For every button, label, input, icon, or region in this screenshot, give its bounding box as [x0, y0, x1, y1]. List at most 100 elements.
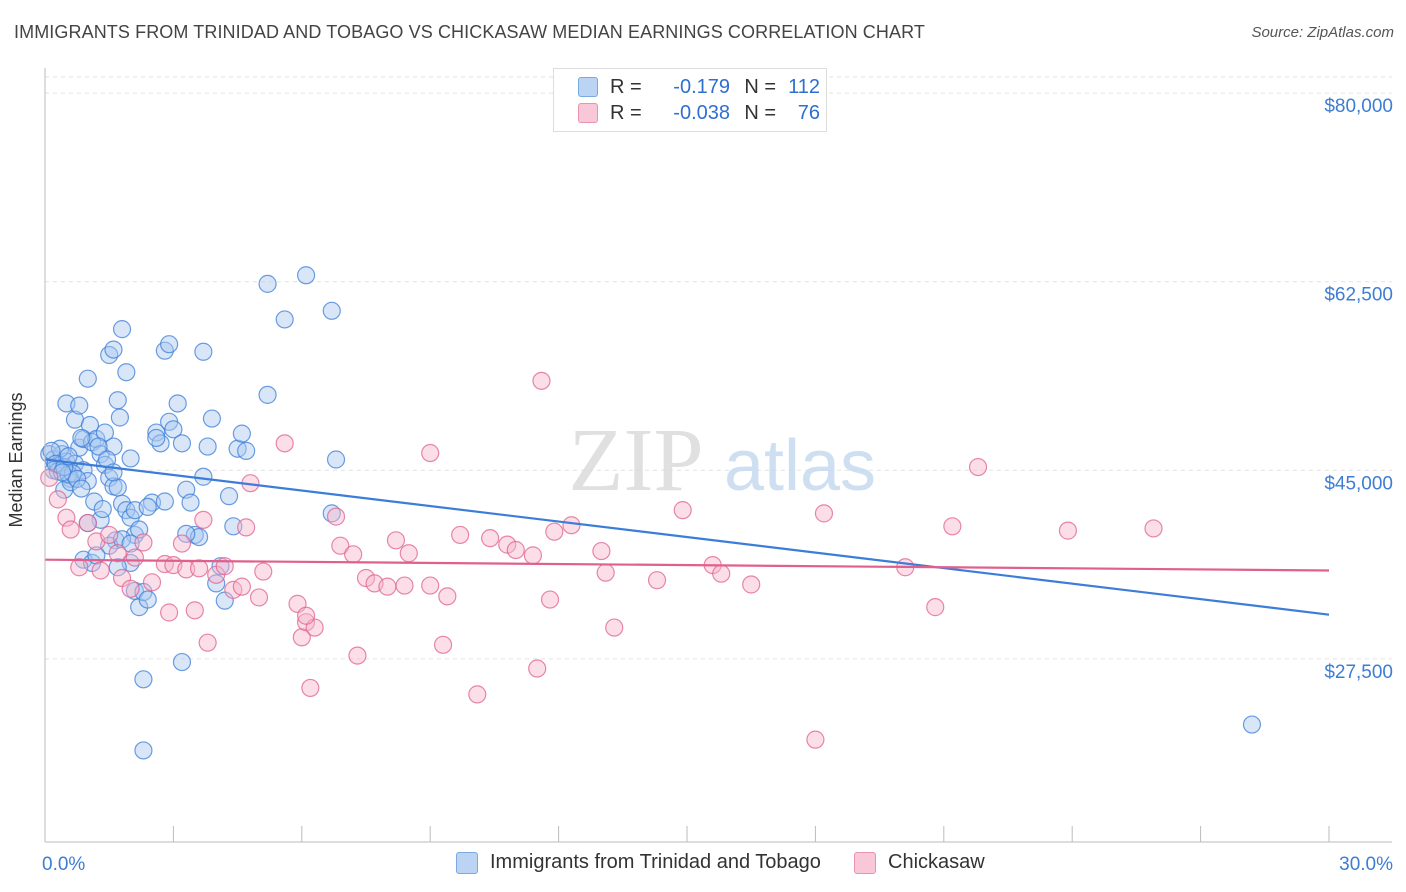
point-chickasaw: [125, 548, 144, 567]
point-chickasaw: [296, 613, 316, 632]
point-chickasaw: [249, 588, 269, 607]
point-trinidad-tobago: [1242, 715, 1262, 734]
y-tick-label: $27,500: [1324, 662, 1393, 683]
point-trinidad-tobago: [89, 437, 108, 456]
point-trinidad-tobago: [172, 652, 192, 672]
stat-row-series-1: R = -0.179 N = 112: [578, 75, 820, 99]
point-trinidad-tobago: [258, 385, 277, 404]
point-trinidad-tobago: [104, 340, 123, 359]
point-chickasaw: [532, 371, 551, 390]
point-chickasaw: [506, 540, 525, 560]
point-chickasaw: [189, 559, 209, 578]
n-label: N =: [744, 101, 776, 124]
swatch-series-2: [578, 103, 598, 123]
point-chickasaw: [968, 457, 988, 477]
point-trinidad-tobago: [138, 497, 157, 517]
point-trinidad-tobago: [78, 369, 97, 388]
point-chickasaw: [562, 516, 581, 535]
point-trinidad-tobago: [70, 396, 89, 415]
point-trinidad-tobago: [168, 394, 187, 413]
point-trinidad-tobago: [108, 478, 127, 497]
watermark-zip: ZIP: [569, 411, 704, 510]
point-chickasaw: [198, 633, 217, 652]
point-chickasaw: [421, 443, 440, 463]
point-trinidad-tobago: [112, 320, 132, 339]
axis-layer: $27,500 $45,000 $62,500 $80,000 0.0% 30.0%: [42, 68, 1393, 875]
point-chickasaw: [451, 525, 470, 545]
point-chickasaw: [647, 571, 667, 590]
point-chickasaw: [1144, 519, 1163, 538]
point-chickasaw: [254, 562, 273, 581]
trend-layer: [44, 458, 1330, 616]
point-trinidad-tobago: [160, 335, 179, 354]
y-tick-label: $62,500: [1324, 285, 1393, 306]
point-chickasaw: [742, 575, 761, 594]
point-chickasaw: [331, 536, 350, 555]
r-label: R =: [610, 75, 642, 98]
point-chickasaw: [806, 730, 825, 749]
r-label: R =: [610, 101, 642, 124]
point-chickasaw: [344, 545, 363, 564]
point-trinidad-tobago: [121, 534, 140, 553]
point-chickasaw: [814, 504, 834, 523]
point-chickasaw: [292, 628, 311, 647]
point-chickasaw: [498, 535, 517, 554]
point-trinidad-tobago: [155, 492, 174, 511]
point-trinidad-tobago: [181, 493, 200, 512]
bottom-legend: Immigrants from Trinidad and Tobago Chic…: [0, 851, 1406, 877]
point-chickasaw: [61, 520, 80, 539]
point-trinidad-tobago: [93, 499, 112, 519]
point-chickasaw: [275, 434, 294, 453]
point-trinidad-tobago: [275, 310, 294, 329]
point-chickasaw: [301, 678, 320, 698]
legend-label-series-1: Immigrants from Trinidad and Tobago: [490, 851, 821, 873]
point-chickasaw: [134, 533, 153, 552]
point-trinidad-tobago: [198, 437, 217, 456]
n-value: 76: [797, 101, 820, 124]
point-chickasaw: [605, 618, 624, 637]
point-trinidad-tobago: [121, 449, 140, 468]
point-trinidad-tobago: [232, 424, 251, 443]
point-trinidad-tobago: [72, 479, 91, 498]
point-chickasaw: [121, 579, 140, 598]
point-trinidad-tobago: [177, 524, 196, 543]
point-chickasaw: [237, 518, 256, 537]
source-label: Source: ZipAtlas.com: [1251, 24, 1394, 41]
point-trinidad-tobago: [134, 741, 153, 760]
point-chickasaw: [438, 587, 457, 606]
point-trinidad-tobago: [326, 450, 346, 469]
point-chickasaw: [70, 558, 89, 577]
point-trinidad-tobago: [147, 423, 166, 442]
point-trinidad-tobago: [72, 428, 91, 448]
point-chickasaw: [185, 601, 204, 620]
watermark: ZIP atlas: [569, 411, 877, 510]
point-chickasaw: [943, 517, 962, 536]
point-chickasaw: [596, 563, 615, 582]
swatch-series-1: [578, 77, 598, 97]
point-chickasaw: [540, 590, 560, 609]
r-value: -0.179: [673, 75, 730, 98]
point-chickasaw: [523, 546, 543, 565]
point-chickasaw: [712, 564, 731, 583]
watermark-atlas: atlas: [724, 426, 876, 506]
point-chickasaw: [172, 534, 192, 553]
point-chickasaw: [1058, 521, 1078, 540]
point-trinidad-tobago: [296, 266, 316, 285]
point-chickasaw: [926, 598, 945, 617]
point-chickasaw: [160, 603, 179, 622]
point-trinidad-tobago: [108, 558, 127, 577]
legend-swatch-series-1: [456, 851, 478, 874]
point-chickasaw: [78, 513, 97, 533]
point-chickasaw: [48, 490, 67, 509]
y-tick-label: $80,000: [1324, 96, 1393, 117]
point-chickasaw: [545, 522, 564, 541]
r-value: -0.038: [673, 101, 730, 124]
chart-title: IMMIGRANTS FROM TRINIDAD AND TOBAGO VS C…: [14, 22, 925, 42]
point-chickasaw: [421, 576, 440, 595]
point-chickasaw: [348, 646, 367, 665]
point-chickasaw: [433, 635, 453, 654]
stat-row-series-2: R = -0.038 N = 76: [578, 101, 820, 125]
point-chickasaw: [142, 573, 162, 592]
x-tick-label: 0.0%: [42, 854, 85, 875]
point-chickasaw: [326, 507, 346, 526]
